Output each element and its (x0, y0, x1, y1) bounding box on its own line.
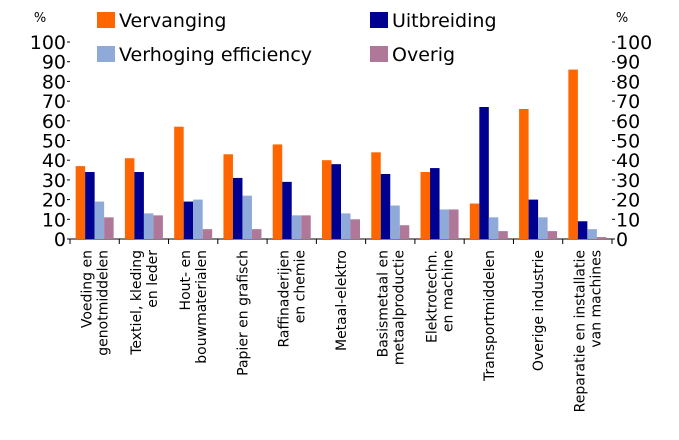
y2-tick-label: 20 (616, 190, 640, 212)
bar (399, 225, 410, 239)
x-tick-label: Elektrotechn.en machine (425, 250, 457, 343)
bar (430, 168, 440, 239)
bar (519, 108, 529, 239)
bar (341, 213, 351, 239)
bar (174, 126, 184, 239)
bar (322, 160, 332, 239)
y-tick-label: 80 (42, 71, 66, 93)
bar (193, 199, 203, 239)
x-tick-label: Overige industrie (531, 250, 547, 371)
bar (331, 164, 341, 239)
x-tick-label: Textiel, kledingen leder (129, 250, 161, 356)
bar (390, 205, 400, 239)
bar (587, 229, 597, 239)
bar (449, 209, 459, 239)
y2-tick-label: 70 (616, 91, 640, 113)
bar (380, 173, 391, 239)
bar (498, 231, 508, 239)
y-tick-label: 20 (42, 190, 66, 212)
legend-swatch (370, 46, 388, 62)
bar (282, 181, 292, 239)
legend-swatch (97, 12, 115, 28)
y2-tick-label: 50 (616, 131, 640, 153)
y-tick-label: 10 (42, 209, 66, 231)
bar (85, 172, 95, 239)
y2-tick-label: 90 (616, 52, 640, 74)
legend-label: Overig (392, 44, 455, 66)
y2-tick-label: 60 (616, 111, 640, 133)
bar (350, 219, 360, 239)
bar (439, 209, 450, 239)
bar (547, 231, 558, 239)
bar (223, 154, 233, 239)
bar (568, 69, 578, 239)
bar (202, 229, 213, 239)
y2-tick-label: 0 (616, 229, 628, 251)
legend-label: Uitbreiding (392, 10, 497, 32)
y-tick-label: 60 (42, 111, 66, 133)
y2-tick-label: 80 (616, 71, 640, 93)
x-tick-label: Voeding engenotmiddelen (80, 250, 112, 356)
bar (301, 215, 311, 239)
y-tick-label: 30 (42, 170, 66, 192)
y2-axis-label: % (616, 11, 628, 26)
bar (528, 199, 539, 239)
bar (232, 177, 243, 239)
bar (134, 172, 144, 239)
y-axis-label: % (34, 11, 46, 26)
bar (538, 217, 548, 239)
x-tick-label: Basismetaal enmetaalproductie (375, 250, 407, 365)
legend-swatch (97, 46, 115, 62)
bar (94, 201, 105, 239)
x-tick-label: Transportmiddelen (482, 250, 498, 382)
bar (596, 237, 607, 239)
bar (143, 213, 154, 239)
bar (153, 215, 163, 239)
bar (420, 172, 431, 239)
bar (183, 201, 194, 239)
y2-tick-label: 10 (616, 209, 640, 231)
x-tick-label: Papier en grafisch (235, 250, 251, 376)
bar (104, 217, 114, 239)
bar (479, 107, 489, 239)
bar (291, 215, 302, 239)
bar (371, 152, 381, 239)
y-tick-label: 0 (54, 229, 66, 251)
y-tick-label: 100 (30, 32, 66, 54)
bar (242, 195, 252, 239)
x-tick-label: Reparatie en installatievan machines (572, 250, 604, 412)
legend-label: Verhoging efficiency (119, 44, 312, 66)
y2-tick-label: 100 (616, 32, 652, 54)
legend-label: Vervanging (119, 10, 226, 32)
y-tick-label: 70 (42, 91, 66, 113)
y-tick-label: 40 (42, 150, 66, 172)
bar (124, 158, 135, 239)
bar (75, 166, 86, 239)
y2-tick-label: 30 (616, 170, 640, 192)
bar (272, 144, 283, 239)
y-tick-label: 90 (42, 52, 66, 74)
bar (577, 221, 588, 239)
x-tick-label: Metaal-elektro (334, 250, 350, 351)
y-tick-label: 50 (42, 131, 66, 153)
bar (469, 203, 480, 239)
legend-swatch (370, 12, 388, 28)
bar (251, 229, 262, 239)
x-tick-label: Raffinaderijenen chemie (277, 250, 309, 348)
x-tick-label: Hout- enbouwmaterialen (178, 250, 210, 364)
bar (488, 217, 499, 239)
y2-tick-label: 40 (616, 150, 640, 172)
